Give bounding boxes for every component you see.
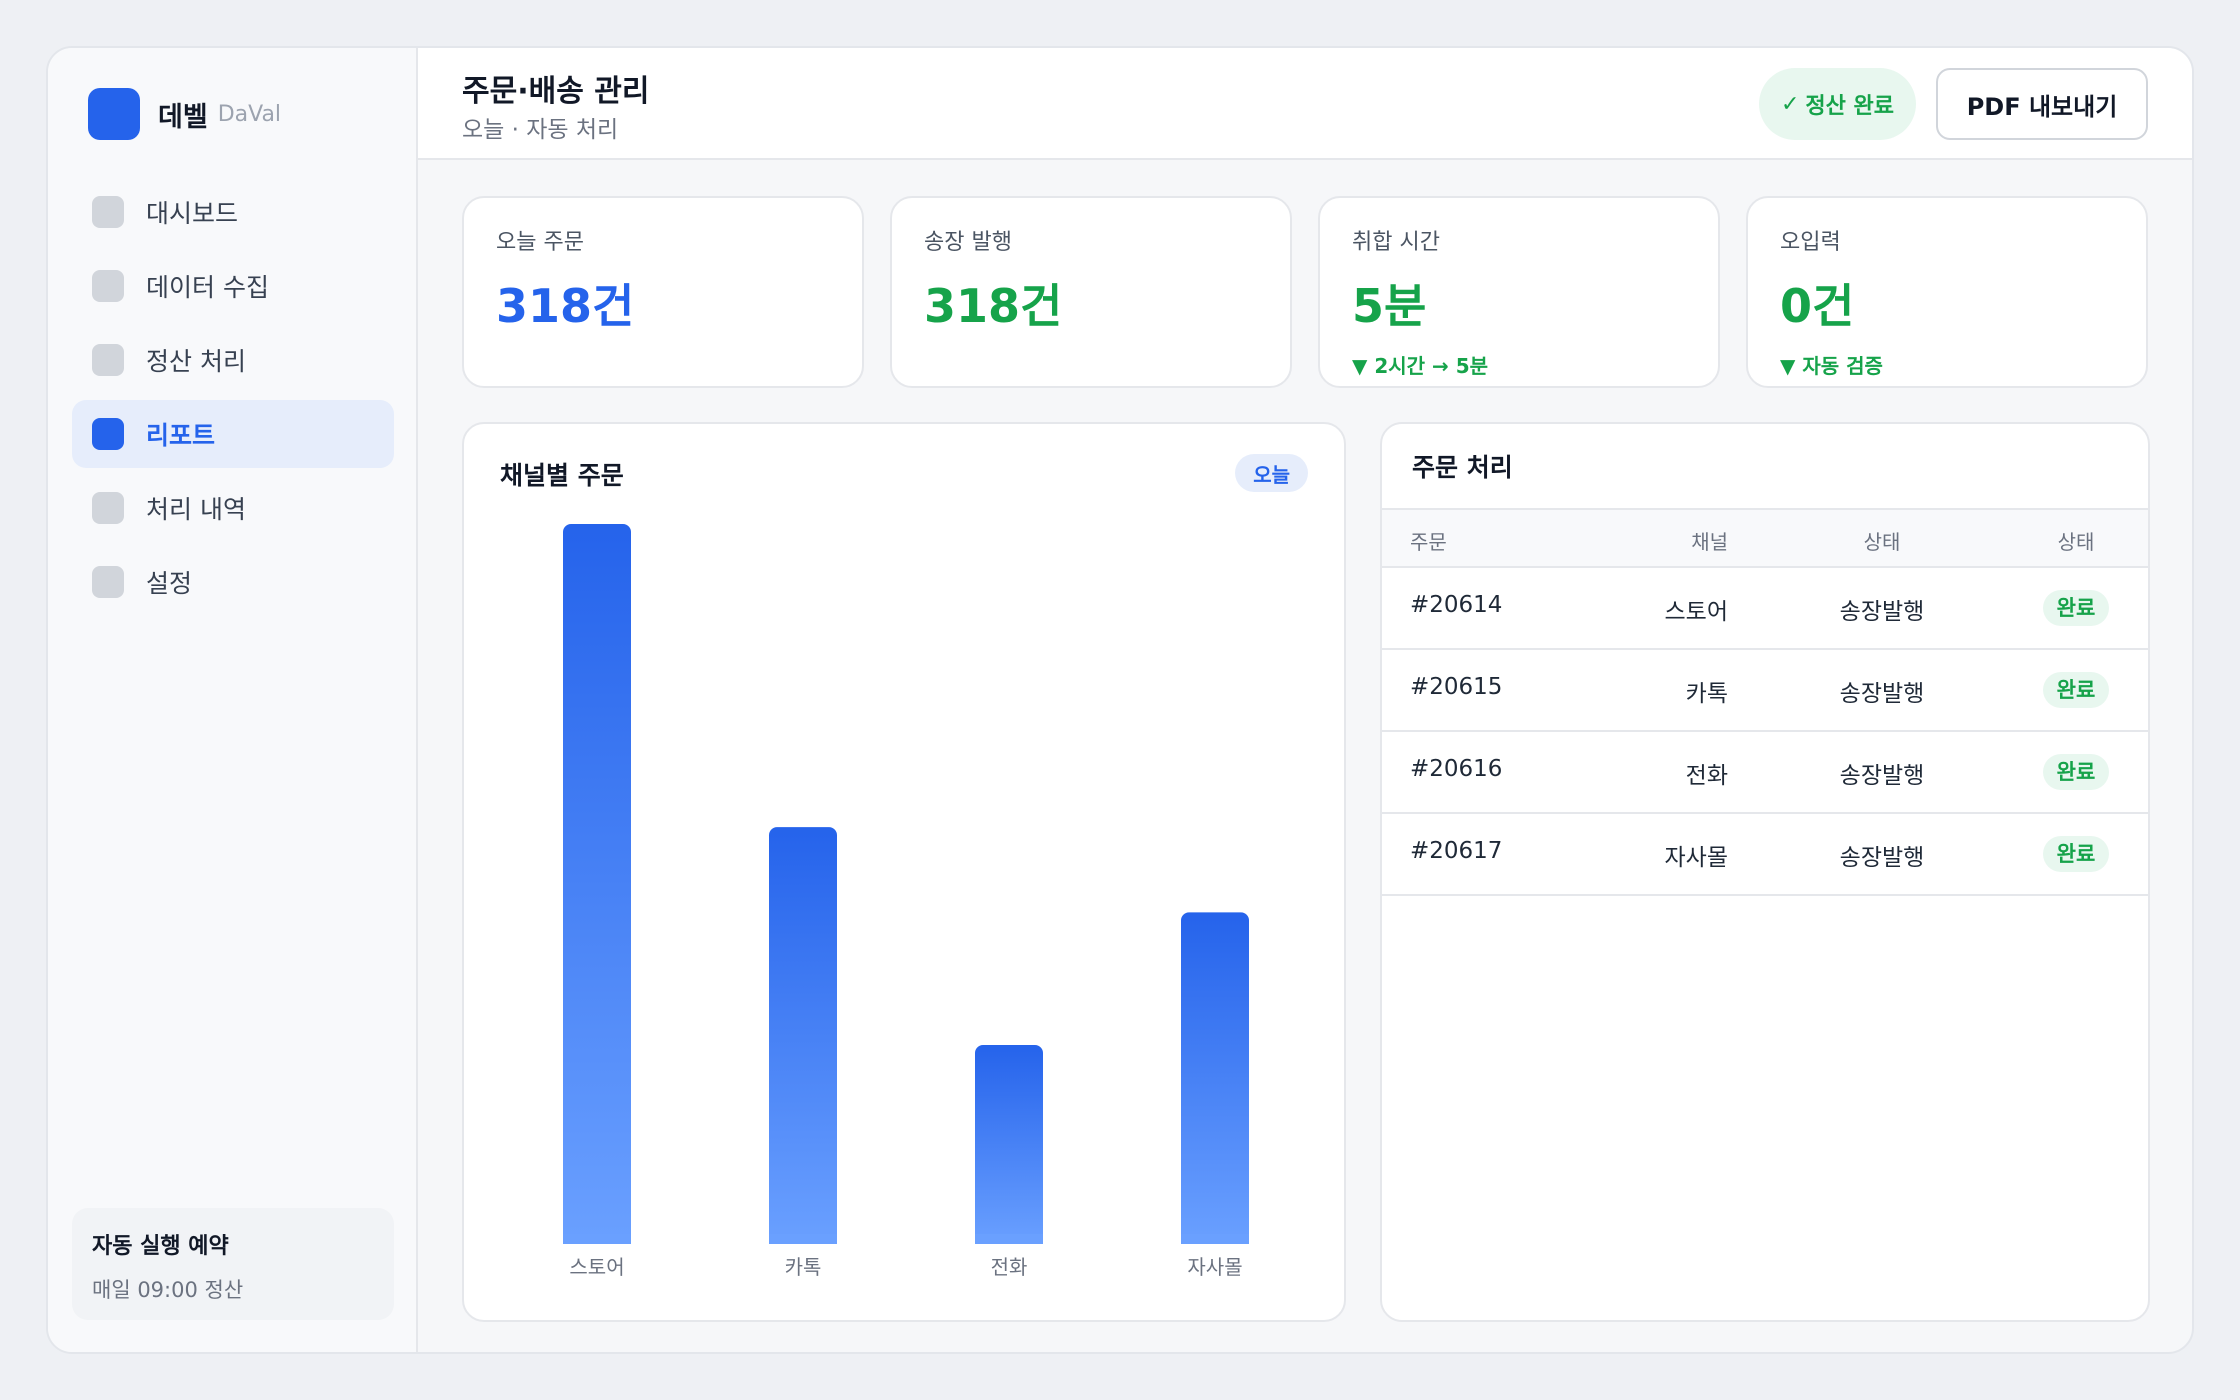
kpi-value: 318건 [924, 279, 1063, 333]
kpi-label: 오늘 주문 [496, 230, 584, 255]
order-status: 송장발행 [1839, 845, 1925, 871]
dashboard-icon [92, 196, 124, 228]
brand-logo-icon [88, 88, 140, 140]
kpi-label: 송장 발행 [924, 230, 1012, 255]
sidebar-nav: 대시보드 데이터 수집 정산 처리 리포트 처리 내역 설정 [72, 178, 394, 622]
brand-subtitle: DaVal [217, 101, 282, 127]
x-tick-label: 카톡 [785, 1255, 822, 1279]
main-content: 주문·배송 관리 오늘 · 자동 처리 ✓ 정산 완료 PDF 내보내기 오늘 … [418, 48, 2192, 1352]
sidebar-item-label: 설정 [146, 569, 193, 598]
sidebar-item-label: 데이터 수집 [146, 273, 269, 302]
order-id: #20615 [1410, 674, 1503, 700]
order-status: 송장발행 [1839, 681, 1925, 707]
bar-base-0 [563, 1234, 631, 1244]
sidebar-item-settings[interactable]: 설정 [72, 548, 394, 616]
x-tick-label: 전화 [991, 1255, 1028, 1279]
sidebar-item-history[interactable]: 처리 내역 [72, 474, 394, 542]
table-row[interactable]: #20617 자사몰 송장발행 완료 [1382, 814, 2148, 896]
table-title: 주문 처리 [1412, 453, 1513, 482]
schedule-title: 자동 실행 예약 [92, 1234, 229, 1259]
order-channel: 카톡 [1685, 681, 1728, 707]
order-status: 송장발행 [1839, 599, 1925, 625]
sidebar-item-label: 처리 내역 [146, 495, 246, 524]
status-badge-cell: 완료 [2012, 590, 2140, 626]
status-badge-cell: 완료 [2012, 672, 2140, 708]
export-pdf-button[interactable]: PDF 내보내기 [1936, 68, 2148, 140]
x-tick-label: 자사몰 [1187, 1255, 1242, 1279]
table-header: 주문 채널 상태 상태 [1382, 508, 2148, 568]
kpi-value: 318건 [496, 279, 635, 333]
status-badge-cell: 완료 [2012, 754, 2140, 790]
kpi-card-invoices: 송장 발행 318건 [890, 196, 1292, 388]
order-status: 송장발행 [1839, 763, 1925, 789]
sidebar-item-data-collection[interactable]: 데이터 수집 [72, 252, 394, 320]
app-window: 데벨 DaVal 대시보드 데이터 수집 정산 처리 리포트 처리 내역 [46, 46, 2194, 1354]
kpi-row: 오늘 주문 318건 송장 발행 318건 취합 시간 5분 ▼ 2시간 → 5… [462, 196, 2148, 388]
sidebar-item-settlement[interactable]: 정산 처리 [72, 326, 394, 394]
done-badge: 완료 [2042, 672, 2110, 708]
order-id: #20617 [1410, 838, 1503, 864]
sidebar-item-label: 리포트 [146, 421, 216, 450]
bar-3 [1181, 912, 1249, 1244]
kpi-value: 5분 [1352, 279, 1427, 333]
bar-base-3 [1181, 1234, 1249, 1244]
sidebar-item-label: 정산 처리 [146, 347, 246, 376]
order-channel: 스토어 [1664, 599, 1728, 625]
status-badge-cell: 완료 [2012, 836, 2140, 872]
bar-base-1 [769, 1234, 837, 1244]
history-icon [92, 492, 124, 524]
settlement-icon [92, 344, 124, 376]
sidebar-item-report[interactable]: 리포트 [72, 400, 394, 468]
data-collection-icon [92, 270, 124, 302]
column-header-channel: 채널 [1691, 530, 1728, 554]
bar-base-2 [975, 1234, 1043, 1244]
report-icon [92, 418, 124, 450]
channel-bar-chart: 스토어 카톡 전화 자사몰 [563, 524, 1249, 1279]
order-table-panel: 주문 처리 주문 채널 상태 상태 #20614 스토어 송장발행 완료 #20… [1380, 422, 2150, 1322]
done-badge: 완료 [2042, 754, 2110, 790]
column-header-state: 상태 [2057, 530, 2095, 554]
kpi-label: 취합 시간 [1352, 230, 1440, 255]
bar-2 [975, 1045, 1043, 1244]
schedule-detail: 매일 09:00 정산 [92, 1278, 244, 1302]
status-badge-label: 정산 완료 [1805, 94, 1894, 119]
status-badge: ✓ 정산 완료 [1758, 68, 1916, 140]
order-id: #20616 [1410, 756, 1503, 782]
order-channel: 전화 [1685, 763, 1728, 789]
brand: 데벨 DaVal [88, 88, 281, 140]
table-row[interactable]: #20614 스토어 송장발행 완료 [1382, 568, 2148, 650]
done-badge: 완료 [2042, 836, 2110, 872]
table-row[interactable]: #20615 카톡 송장발행 완료 [1382, 650, 2148, 732]
order-id: #20614 [1410, 592, 1503, 618]
brand-name: 데벨 [158, 101, 208, 133]
sidebar-item-dashboard[interactable]: 대시보드 [72, 178, 394, 246]
table-row[interactable]: #20616 전화 송장발행 완료 [1382, 732, 2148, 814]
kpi-card-time: 취합 시간 5분 ▼ 2시간 → 5분 [1318, 196, 1720, 388]
chart-title: 채널별 주문 [500, 461, 624, 490]
kpi-delta: ▼ 2시간 → 5분 [1352, 354, 1489, 378]
sidebar-item-label: 대시보드 [146, 199, 239, 228]
period-chip[interactable]: 오늘 [1235, 454, 1308, 492]
done-badge: 완료 [2042, 590, 2110, 626]
kpi-delta: ▼ 자동 검증 [1780, 354, 1883, 378]
bar-0 [563, 524, 631, 1244]
x-tick-label: 스토어 [569, 1255, 624, 1279]
kpi-label: 오입력 [1780, 230, 1841, 255]
header: 주문·배송 관리 오늘 · 자동 처리 ✓ 정산 완료 PDF 내보내기 [418, 48, 2192, 160]
channel-chart-panel: 채널별 주문 오늘 스토어 카톡 전화 자사몰 [462, 422, 1346, 1322]
bar-1 [769, 827, 837, 1244]
check-icon: ✓ [1780, 91, 1800, 117]
page-title: 주문·배송 관리 [462, 74, 650, 109]
page-subtitle: 오늘 · 자동 처리 [462, 117, 619, 143]
kpi-value: 0건 [1780, 279, 1855, 333]
settings-icon [92, 566, 124, 598]
schedule-card[interactable]: 자동 실행 예약 매일 09:00 정산 [72, 1208, 394, 1320]
sidebar: 데벨 DaVal 대시보드 데이터 수집 정산 처리 리포트 처리 내역 [48, 48, 418, 1352]
kpi-card-orders: 오늘 주문 318건 [462, 196, 864, 388]
column-header-status: 상태 [1863, 530, 1901, 554]
kpi-card-errors: 오입력 0건 ▼ 자동 검증 [1746, 196, 2148, 388]
order-channel: 자사몰 [1664, 845, 1728, 871]
column-header-order: 주문 [1410, 530, 1447, 554]
